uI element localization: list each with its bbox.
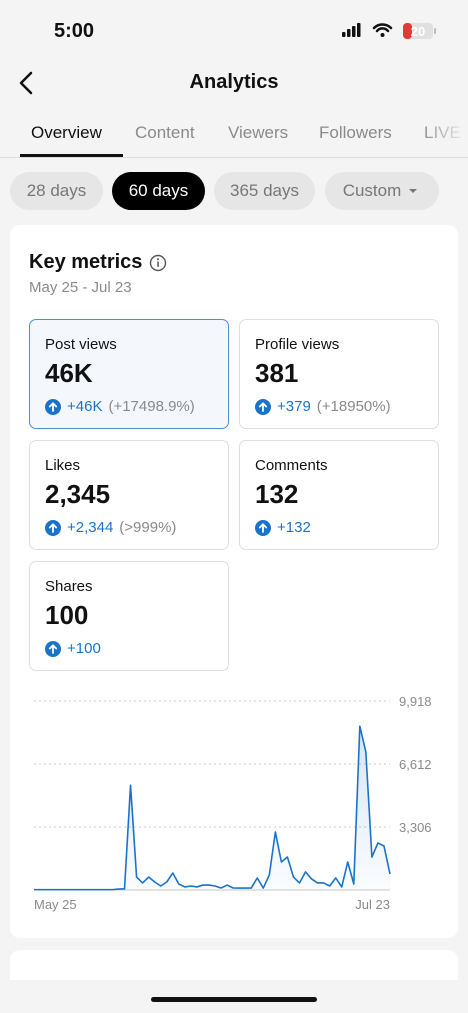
line-area [34,726,390,890]
up-arrow-icon [45,398,61,415]
metric-label: Likes [45,457,81,474]
tab[interactable]: Overview [31,123,102,142]
range-label: 60 days [128,181,189,200]
home-indicator [151,997,317,1002]
metric-label: Post views [45,336,117,353]
y-tick-label: 3,306 [399,820,432,835]
next-card [10,950,458,980]
range-pill[interactable]: Custom [325,172,439,210]
metric-change-value: +100 [67,640,101,657]
tab[interactable]: Followers [319,123,392,142]
range-label: 365 days [230,181,299,200]
range-label: Custom [342,181,402,200]
metric-label: Comments [255,457,328,474]
x-tick-label: May 25 [34,897,77,912]
back-button[interactable] [16,70,40,96]
tab-indicator [20,154,123,157]
x-tick-label: Jul 23 [355,897,390,912]
metric-box[interactable]: Comments 132 +132 [239,440,439,550]
tab[interactable]: Content [135,123,195,142]
metric-value: 46K [45,358,93,388]
range-pill[interactable]: 60 days [112,172,205,210]
tab-divider [0,157,468,158]
up-arrow-icon [255,519,271,536]
page-title: Analytics [189,71,279,93]
battery-level: 20 [411,24,425,39]
metric-value: 381 [255,358,299,388]
metric-change-pct: (+17498.9%) [108,398,195,415]
tab[interactable]: Viewers [228,123,289,142]
metric-change: +2,344 (>999%) [45,519,176,536]
metric-change-pct: (>999%) [119,519,177,536]
up-arrow-icon [45,640,61,657]
metric-change: +46K (+17498.9%) [45,398,195,415]
range-label: 28 days [26,181,87,200]
metric-change: +100 [45,640,101,657]
metric-box[interactable]: Profile views 381 +379 (+18950%) [239,319,439,429]
status-time: 5:00 [54,20,95,42]
metric-label: Profile views [255,336,340,353]
line-series [34,725,391,891]
dropdown-caret [409,189,418,193]
up-arrow-icon [45,519,61,536]
up-arrow-icon [255,398,271,415]
metric-box[interactable]: Post views 46K +46K (+17498.9%) [29,319,229,429]
metric-value: 2,345 [45,479,111,509]
metric-change-value: +2,344 [67,519,114,536]
tab-fade [420,115,468,155]
metric-box[interactable]: Likes 2,345 +2,344 (>999%) [29,440,229,550]
status-icons: 20 [342,23,436,39]
metric-change: +379 (+18950%) [255,398,391,415]
metric-label: Shares [45,578,93,595]
metric-change: +132 [255,519,311,536]
section-title: Key metrics [29,251,143,273]
info-icon[interactable] [149,254,167,272]
y-tick-label: 6,612 [399,757,432,772]
metric-value: 132 [255,479,299,509]
date-range: May 25 - Jul 23 [29,279,132,296]
range-pill[interactable]: 28 days [10,172,103,210]
range-pill[interactable]: 365 days [214,172,315,210]
key-metrics-card: Key metrics May 25 - Jul 23 Post views 46… [10,225,458,938]
metric-change-value: +46K [67,398,103,415]
metric-change-pct: (+18950%) [316,398,391,415]
metric-box[interactable]: Shares 100 +100 [29,561,229,671]
chart: 3,306 6,612 9,918 May 25 Jul 23 [34,694,432,912]
y-tick-label: 9,918 [399,694,432,709]
metric-change-value: +132 [277,519,311,536]
metric-value: 100 [45,600,89,630]
metric-change-value: +379 [277,398,311,415]
